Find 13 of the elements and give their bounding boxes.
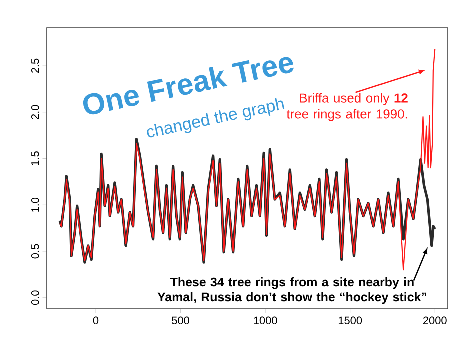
y-tick-label: 2.0 — [31, 105, 40, 120]
x-tick-label: 1000 — [254, 316, 278, 325]
annotation: Briffa used only 12 tree rings after 1990. — [286, 93, 408, 122]
annotation: These 34 tree rings from a site nearby in Yamal, Russia don’t show the “hockey stick” — [158, 278, 426, 304]
y-tick-label: 0.0 — [31, 290, 40, 306]
x-tick-label: 0 — [93, 316, 99, 325]
x-tick-label: 2000 — [423, 316, 447, 325]
y-tick-label: 1.5 — [32, 152, 40, 166]
y-tick-label: 2.5 — [31, 58, 40, 74]
y-tick-label: 0.5 — [31, 244, 40, 259]
y-tick-label: 1.0 — [31, 198, 40, 212]
x-tick-label: 1500 — [338, 316, 362, 325]
x-tick-label: 500 — [172, 316, 190, 325]
